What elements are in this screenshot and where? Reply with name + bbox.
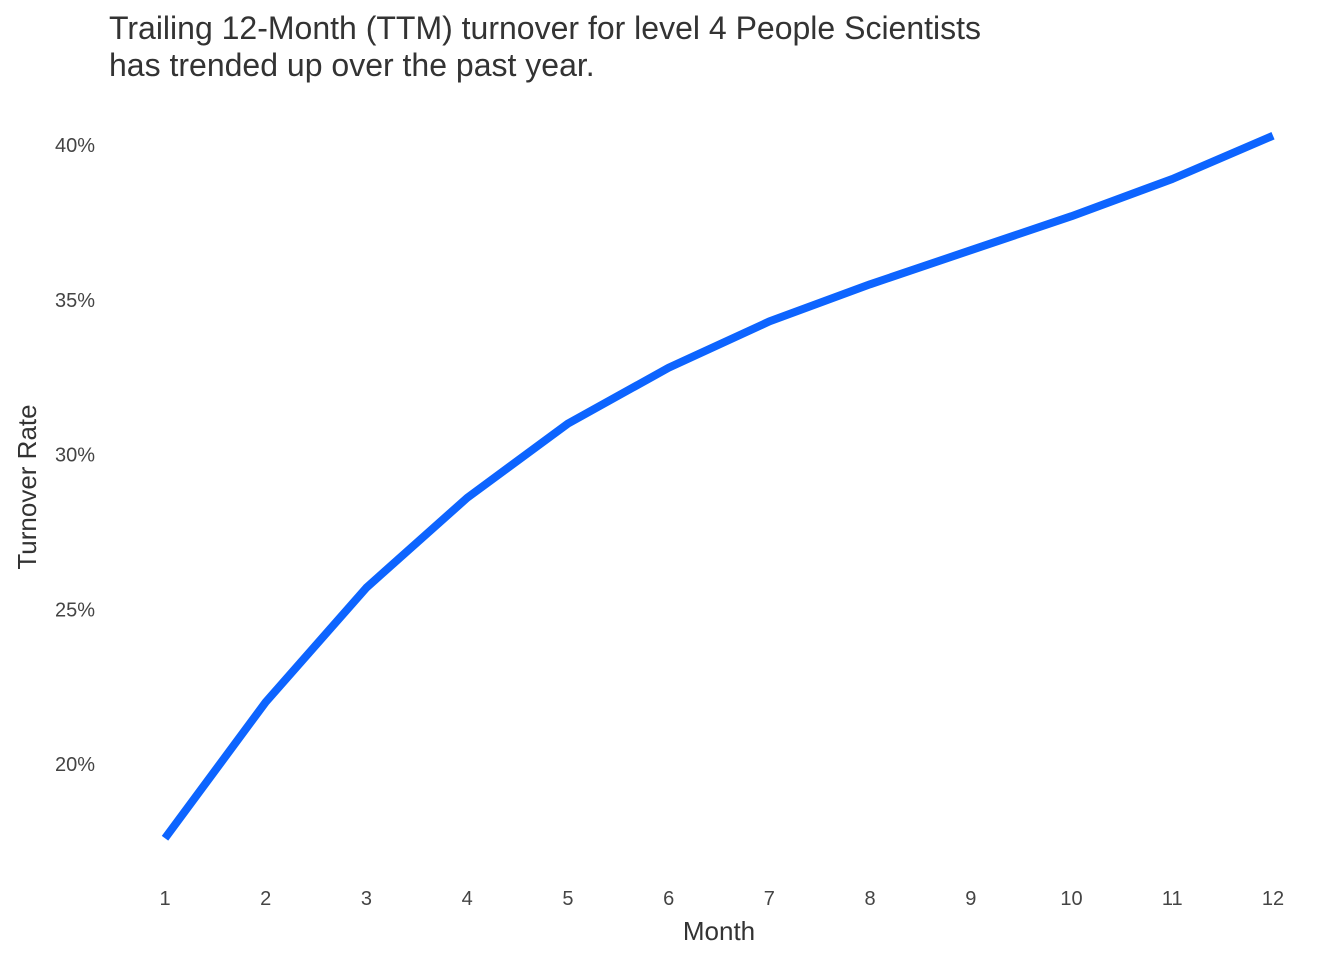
x-axis-ticks: 1 2 3 4 5 6 7 8 9 10 11 12 [159, 888, 1284, 910]
series-line [161, 132, 1275, 841]
x-tick-label: 9 [965, 888, 976, 910]
y-tick-label: 40% [55, 135, 95, 157]
chart-title-line-2: has trended up over the past year. [109, 47, 595, 83]
y-tick-label: 30% [55, 445, 95, 467]
y-tick-label: 25% [55, 599, 95, 621]
x-tick-label: 8 [865, 888, 876, 910]
x-tick-label: 1 [159, 888, 170, 910]
series-layer [161, 132, 1275, 841]
x-axis-title: Month [683, 916, 755, 946]
x-tick-label: 5 [562, 888, 573, 910]
chart-title: Trailing 12-Month (TTM) turnover for lev… [109, 10, 1209, 84]
x-tick-label: 11 [1162, 888, 1183, 910]
x-tick-label: 10 [1060, 888, 1082, 910]
x-tick-label: 4 [462, 888, 473, 910]
x-tick-label: 3 [361, 888, 372, 910]
y-axis-ticks: 20% 25% 30% 35% 40% [55, 135, 95, 776]
x-tick-label: 12 [1262, 888, 1284, 910]
y-tick-label: 20% [55, 754, 95, 776]
x-tick-label: 6 [663, 888, 674, 910]
x-tick-label: 7 [764, 888, 775, 910]
y-tick-label: 35% [55, 290, 95, 312]
chart-title-line-1: Trailing 12-Month (TTM) turnover for lev… [109, 10, 982, 46]
y-axis-title: Turnover Rate [12, 404, 42, 569]
x-tick-label: 2 [260, 888, 271, 910]
